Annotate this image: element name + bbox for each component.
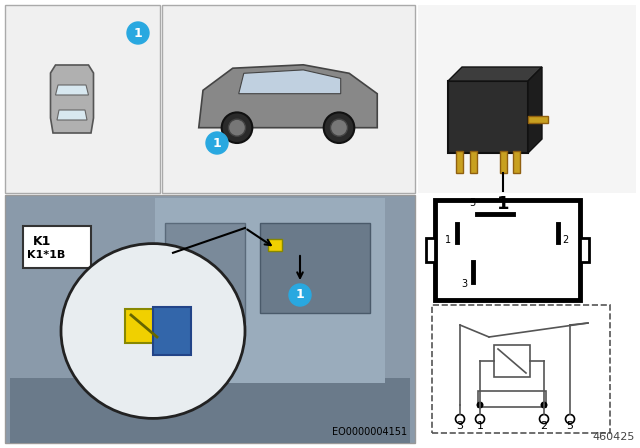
Circle shape bbox=[127, 22, 149, 44]
Text: 1: 1 bbox=[497, 195, 509, 213]
Bar bbox=[418, 5, 636, 193]
Bar bbox=[580, 238, 589, 262]
Text: K1*1B: K1*1B bbox=[27, 250, 65, 260]
Text: 3: 3 bbox=[461, 279, 467, 289]
Text: 1: 1 bbox=[134, 26, 142, 39]
Bar bbox=[5, 5, 160, 193]
Bar bbox=[478, 391, 546, 407]
Bar bbox=[260, 223, 370, 313]
Circle shape bbox=[206, 132, 228, 154]
Bar bbox=[155, 198, 385, 383]
Text: 1: 1 bbox=[212, 137, 221, 150]
Polygon shape bbox=[51, 65, 93, 133]
Text: 1: 1 bbox=[477, 421, 483, 431]
Bar bbox=[528, 116, 548, 123]
Circle shape bbox=[456, 414, 465, 423]
Bar bbox=[162, 5, 415, 193]
Text: 1: 1 bbox=[445, 235, 451, 245]
Ellipse shape bbox=[61, 244, 245, 418]
Bar bbox=[125, 309, 163, 343]
Text: 2: 2 bbox=[562, 235, 568, 245]
Text: 460425: 460425 bbox=[593, 432, 635, 442]
Circle shape bbox=[221, 112, 252, 143]
Bar bbox=[426, 238, 435, 262]
Bar bbox=[448, 81, 528, 153]
Polygon shape bbox=[528, 67, 542, 153]
Circle shape bbox=[477, 401, 483, 409]
Polygon shape bbox=[199, 65, 377, 128]
Circle shape bbox=[330, 119, 348, 136]
Bar bbox=[435, 200, 580, 300]
Polygon shape bbox=[448, 67, 542, 81]
Bar bbox=[165, 223, 245, 323]
Text: 5: 5 bbox=[468, 198, 475, 208]
Circle shape bbox=[228, 119, 246, 136]
Bar bbox=[23, 226, 91, 268]
Bar bbox=[513, 151, 520, 173]
Bar bbox=[10, 378, 410, 443]
Polygon shape bbox=[239, 70, 340, 94]
Bar bbox=[268, 239, 282, 251]
Bar bbox=[153, 307, 191, 355]
Bar bbox=[500, 151, 507, 173]
Polygon shape bbox=[56, 85, 88, 95]
Bar bbox=[432, 305, 610, 433]
Circle shape bbox=[540, 414, 548, 423]
Circle shape bbox=[324, 112, 355, 143]
Text: 2: 2 bbox=[540, 421, 548, 431]
Bar bbox=[456, 151, 463, 173]
Circle shape bbox=[476, 414, 484, 423]
Text: 1: 1 bbox=[296, 289, 305, 302]
Bar bbox=[5, 195, 415, 443]
Circle shape bbox=[541, 401, 547, 409]
Bar bbox=[470, 151, 477, 173]
Text: 5: 5 bbox=[566, 421, 573, 431]
Text: K1: K1 bbox=[33, 235, 51, 248]
Bar bbox=[494, 345, 530, 377]
Circle shape bbox=[289, 284, 311, 306]
Text: 3: 3 bbox=[456, 421, 463, 431]
Text: EO0000004151: EO0000004151 bbox=[332, 427, 407, 437]
Polygon shape bbox=[57, 110, 87, 120]
Circle shape bbox=[566, 414, 575, 423]
